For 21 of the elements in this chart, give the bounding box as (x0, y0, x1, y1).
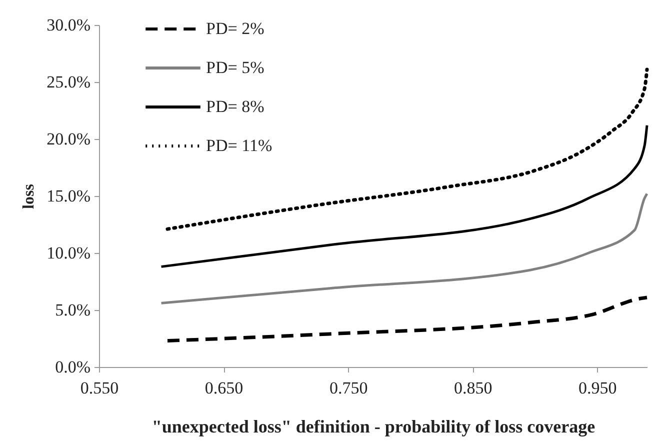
x-tick-label: 0.550 (80, 378, 119, 398)
legend-label: PD= 11% (206, 136, 272, 155)
x-axis-title: "unexpected loss" definition - probability of loss coverage (152, 416, 596, 436)
y-tick-label: 5.0% (55, 300, 90, 320)
y-tick-label: 10.0% (46, 244, 90, 262)
line-series (166, 296, 649, 343)
y-tick-label: 30.0% (46, 16, 90, 34)
x-tick-label: 0.750 (329, 378, 368, 398)
y-axis-title: loss (20, 184, 38, 209)
y-tick-label: 20.0% (46, 130, 90, 148)
x-tick-label: 0.650 (204, 378, 244, 398)
y-tick-label: 15.0% (46, 186, 90, 206)
y-tick-label: 25.0% (46, 72, 90, 92)
x-tick-label: 0.950 (578, 378, 617, 398)
line-series (160, 124, 648, 268)
x-tick-label: 0.850 (454, 378, 492, 398)
line-series (160, 192, 648, 304)
legend-label: PD= 8% (206, 97, 264, 116)
legend-label: PD= 2% (206, 19, 264, 38)
y-tick-label: 0.0% (55, 358, 90, 376)
legend-label: PD= 5% (206, 58, 264, 77)
